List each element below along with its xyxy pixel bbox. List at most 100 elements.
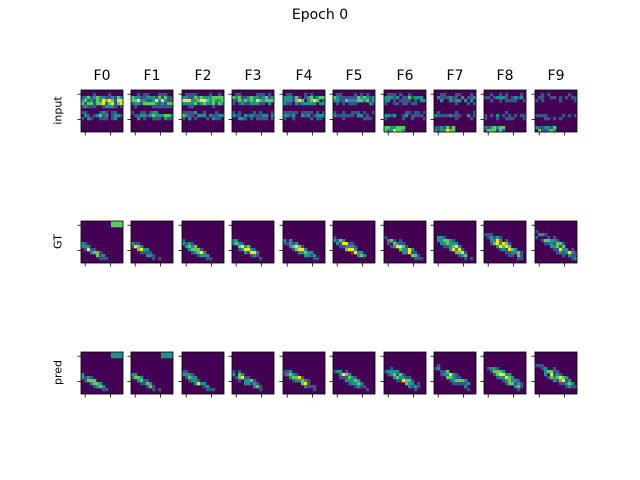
heat-cell xyxy=(256,117,260,121)
heat-cell xyxy=(268,99,272,103)
heat-cell xyxy=(182,102,186,106)
heat-cell xyxy=(514,114,518,118)
heat-cell xyxy=(402,96,406,100)
heat-cell xyxy=(550,96,554,100)
heat-cell xyxy=(140,114,144,118)
panel-pred-f9 xyxy=(531,351,578,398)
heat-cell xyxy=(520,385,524,389)
panel-input-f5 xyxy=(329,89,376,136)
heat-cell xyxy=(372,96,376,100)
heat-cell xyxy=(322,99,326,103)
panel-frame xyxy=(483,351,527,395)
heat-cell xyxy=(565,382,569,386)
heat-cell xyxy=(209,96,213,100)
heat-cell xyxy=(393,242,397,246)
heat-cell xyxy=(188,99,192,103)
heat-cell xyxy=(348,245,352,249)
heat-cell xyxy=(449,379,453,383)
heat-cell xyxy=(493,370,497,374)
heat-cell xyxy=(390,239,394,243)
heat-cell xyxy=(161,352,165,356)
heat-cell xyxy=(102,257,106,261)
heat-cell xyxy=(384,96,388,100)
heat-cell xyxy=(244,114,248,118)
heat-cell xyxy=(238,111,242,115)
heat-cell xyxy=(384,114,388,118)
heat-cell xyxy=(313,388,317,392)
heat-cell xyxy=(250,254,254,258)
heat-cell xyxy=(307,99,311,103)
heat-cell xyxy=(206,99,210,103)
heat-cell xyxy=(455,117,459,121)
heat-cell xyxy=(511,117,515,121)
heat-cell xyxy=(146,96,150,100)
heat-cell xyxy=(283,114,287,118)
heat-cell xyxy=(105,99,109,103)
heat-cell xyxy=(384,99,388,103)
heat-cell xyxy=(553,367,557,371)
heat-cell xyxy=(134,376,138,380)
heat-cell xyxy=(143,117,147,121)
heat-cell xyxy=(268,96,272,100)
heat-cell xyxy=(221,96,225,100)
panel-pred-f8 xyxy=(480,351,527,398)
heat-cell xyxy=(405,382,409,386)
heat-cell xyxy=(484,117,488,121)
heat-cell xyxy=(161,96,165,100)
heat-cell xyxy=(241,373,245,377)
heat-cell xyxy=(458,251,462,255)
heat-cell xyxy=(345,248,349,252)
heat-cell xyxy=(440,236,444,240)
heat-cell xyxy=(247,248,251,252)
heat-cell xyxy=(131,373,135,377)
heat-cell xyxy=(114,96,118,100)
heat-cell xyxy=(191,248,195,252)
heat-cell xyxy=(520,96,524,100)
heat-cell xyxy=(238,370,242,374)
panel-frame xyxy=(231,89,275,133)
heat-cell xyxy=(250,102,254,106)
heat-cell xyxy=(411,102,415,106)
heat-cell xyxy=(502,245,506,249)
heat-cell xyxy=(547,236,551,240)
heat-cell xyxy=(286,373,290,377)
panel-gt-f3 xyxy=(228,220,275,267)
heat-cell xyxy=(322,102,326,106)
heat-cell xyxy=(108,105,112,109)
heat-cell xyxy=(206,117,210,121)
heat-cell xyxy=(292,248,296,252)
heat-cell xyxy=(499,373,503,377)
heat-cell xyxy=(556,376,560,380)
heat-cell xyxy=(520,114,524,118)
heat-cell xyxy=(390,373,394,377)
heat-cell xyxy=(149,254,153,258)
heat-cell xyxy=(250,114,254,118)
heat-cell xyxy=(405,376,409,380)
heat-cell xyxy=(455,245,459,249)
heat-cell xyxy=(544,126,548,130)
heat-cell xyxy=(218,117,222,121)
heat-cell xyxy=(111,105,115,109)
heat-cell xyxy=(111,102,115,106)
heat-cell xyxy=(384,117,388,121)
heat-cell xyxy=(452,114,456,118)
heat-cell xyxy=(360,385,364,389)
heat-cell xyxy=(464,379,468,383)
heat-cell xyxy=(232,96,236,100)
heat-cell xyxy=(81,245,85,249)
heat-cell xyxy=(458,93,462,97)
heat-cell xyxy=(487,236,491,240)
heat-cell xyxy=(511,382,515,386)
heat-cell xyxy=(490,114,494,118)
heat-cell xyxy=(535,236,539,240)
heat-cell xyxy=(553,129,557,133)
heat-cell xyxy=(93,385,97,389)
heat-cell xyxy=(547,376,551,380)
heat-cell xyxy=(553,236,557,240)
heat-cell xyxy=(366,388,370,392)
heat-cell xyxy=(158,102,162,106)
heat-cell xyxy=(241,99,245,103)
heat-cell xyxy=(188,96,192,100)
heat-cell xyxy=(84,245,88,249)
